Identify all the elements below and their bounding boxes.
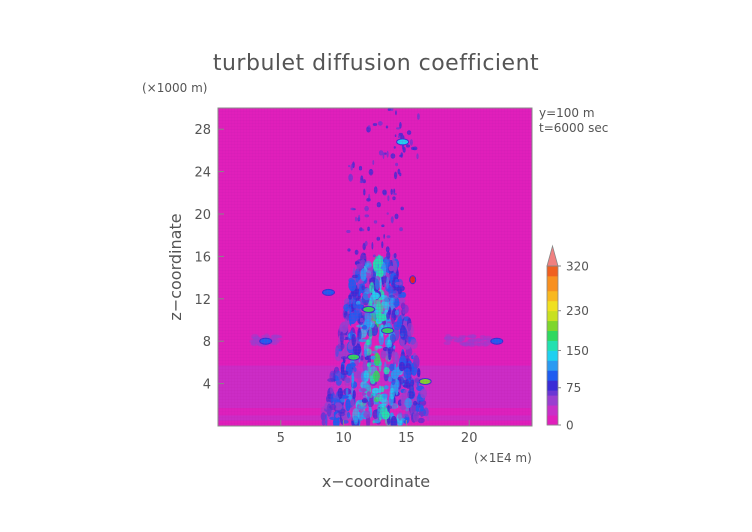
colorbar-segment — [547, 320, 558, 327]
colorbar-segment — [547, 350, 558, 356]
plot-area — [218, 108, 532, 426]
x-tick-label: 5 — [277, 431, 285, 446]
colorbar-segment — [547, 300, 558, 307]
chart-title: turbulet diffusion coefficient — [213, 51, 539, 76]
colorbar-tick-label: 150 — [566, 344, 589, 358]
colorbar: 0 75 150 230 320 — [546, 244, 589, 433]
y-axis-unit: (×1000 m) — [142, 81, 207, 95]
y-tick-label: 16 — [194, 250, 211, 265]
colorbar-segment — [547, 375, 558, 381]
y-axis-label: z−coordinate — [166, 213, 185, 320]
colorbar-segment — [547, 335, 558, 341]
colorbar-segment — [547, 270, 558, 277]
y-tick-label: 24 — [194, 166, 211, 181]
colorbar-segment — [547, 390, 558, 396]
colorbar-segment — [547, 420, 558, 426]
colorbar-segment — [547, 415, 558, 421]
y-tick-label: 28 — [194, 123, 211, 138]
x-axis-unit: (×1E4 m) — [474, 451, 532, 465]
y-tick-label: 20 — [194, 208, 211, 223]
x-axis: 5 10 15 20 — [277, 420, 478, 446]
colorbar-segment — [547, 325, 558, 331]
colorbar-segment — [547, 355, 558, 361]
colorbar-segment — [547, 295, 558, 302]
y-tick-label: 8 — [203, 335, 211, 350]
colorbar-segment — [547, 315, 558, 322]
colorbar-segment — [547, 360, 558, 366]
colorbar-segment — [547, 275, 558, 282]
colorbar-segment — [547, 310, 558, 317]
colorbar-segment — [547, 405, 558, 411]
x-tick-label: 15 — [398, 431, 415, 446]
y-axis: 4 8 12 16 20 24 28 — [194, 123, 224, 393]
colorbar-tick-label: 75 — [566, 381, 581, 395]
colorbar-segment — [547, 370, 558, 376]
y-tick-label: 4 — [203, 378, 211, 393]
colorbar-tick-label: 0 — [566, 419, 574, 433]
colorbar-segment — [547, 340, 558, 346]
colorbar-extend-arrow — [546, 244, 559, 267]
x-axis-label: x−coordinate — [322, 472, 430, 491]
colorbar-segment — [547, 266, 558, 272]
colorbar-segment — [547, 305, 558, 312]
colorbar-segment — [547, 400, 558, 406]
colorbar-segment — [547, 290, 558, 297]
y-tick-label: 12 — [194, 293, 211, 308]
colorbar-segment — [547, 365, 558, 371]
colorbar-segment — [547, 280, 558, 287]
colorbar-segment — [547, 345, 558, 351]
colorbar-tick-label: 230 — [566, 304, 589, 318]
annotation-y: y=100 m — [539, 106, 595, 120]
colorbar-segment — [547, 330, 558, 336]
colorbar-frame — [546, 265, 559, 426]
colorbar-segment — [547, 285, 558, 292]
x-tick-label: 10 — [335, 431, 352, 446]
colorbar-segment — [547, 385, 558, 391]
plot-frame — [217, 107, 533, 427]
colorbar-segment — [547, 410, 558, 416]
grid-texture — [218, 108, 532, 426]
x-tick-label: 20 — [461, 431, 478, 446]
annotation-t: t=6000 sec — [539, 121, 608, 135]
colorbar-segment — [547, 395, 558, 401]
colorbar-segment — [547, 380, 558, 386]
colorbar-tick-label: 320 — [566, 260, 589, 274]
